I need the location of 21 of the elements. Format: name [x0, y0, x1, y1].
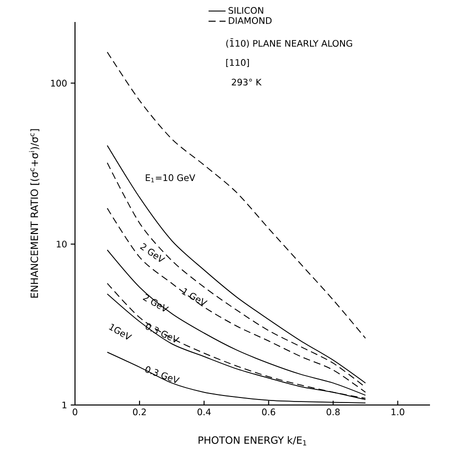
- legend-label: DIAMOND: [228, 17, 272, 24]
- x-tick-label: 0.6: [262, 408, 276, 416]
- line-series: [106, 208, 366, 393]
- legend-label: SILICON: [228, 7, 264, 14]
- y-tick-label: 10: [56, 240, 67, 248]
- annotation: [110]: [226, 58, 249, 67]
- x-tick-label: 0: [72, 408, 78, 416]
- x-tick-label: 0.8: [326, 408, 340, 416]
- y-tick-label: 100: [51, 80, 67, 87]
- annotation: E$_{1}$=10 GeV: [146, 174, 196, 182]
- x-tick-label: 0.2: [133, 408, 146, 416]
- x-tick-label: 1.0: [392, 408, 404, 416]
- line-series: [106, 249, 366, 396]
- annotation: 1 GeV: [182, 288, 208, 306]
- y-axis-title: ENHANCEMENT RATIO [(σ$^{c}$+σ$^{i}$)/σ$^{c}$]: [29, 129, 40, 298]
- x-axis-title: PHOTON ENERGY k/E$_{1}$: [198, 436, 306, 446]
- annotation: (1̄10) PLANE NEARLY ALONG: [226, 38, 352, 48]
- y-tick-label: 1: [62, 402, 66, 408]
- x-tick-label: 0.4: [198, 408, 211, 416]
- annotation: 293° K: [232, 78, 262, 86]
- annotation: 2 GeV: [140, 243, 166, 262]
